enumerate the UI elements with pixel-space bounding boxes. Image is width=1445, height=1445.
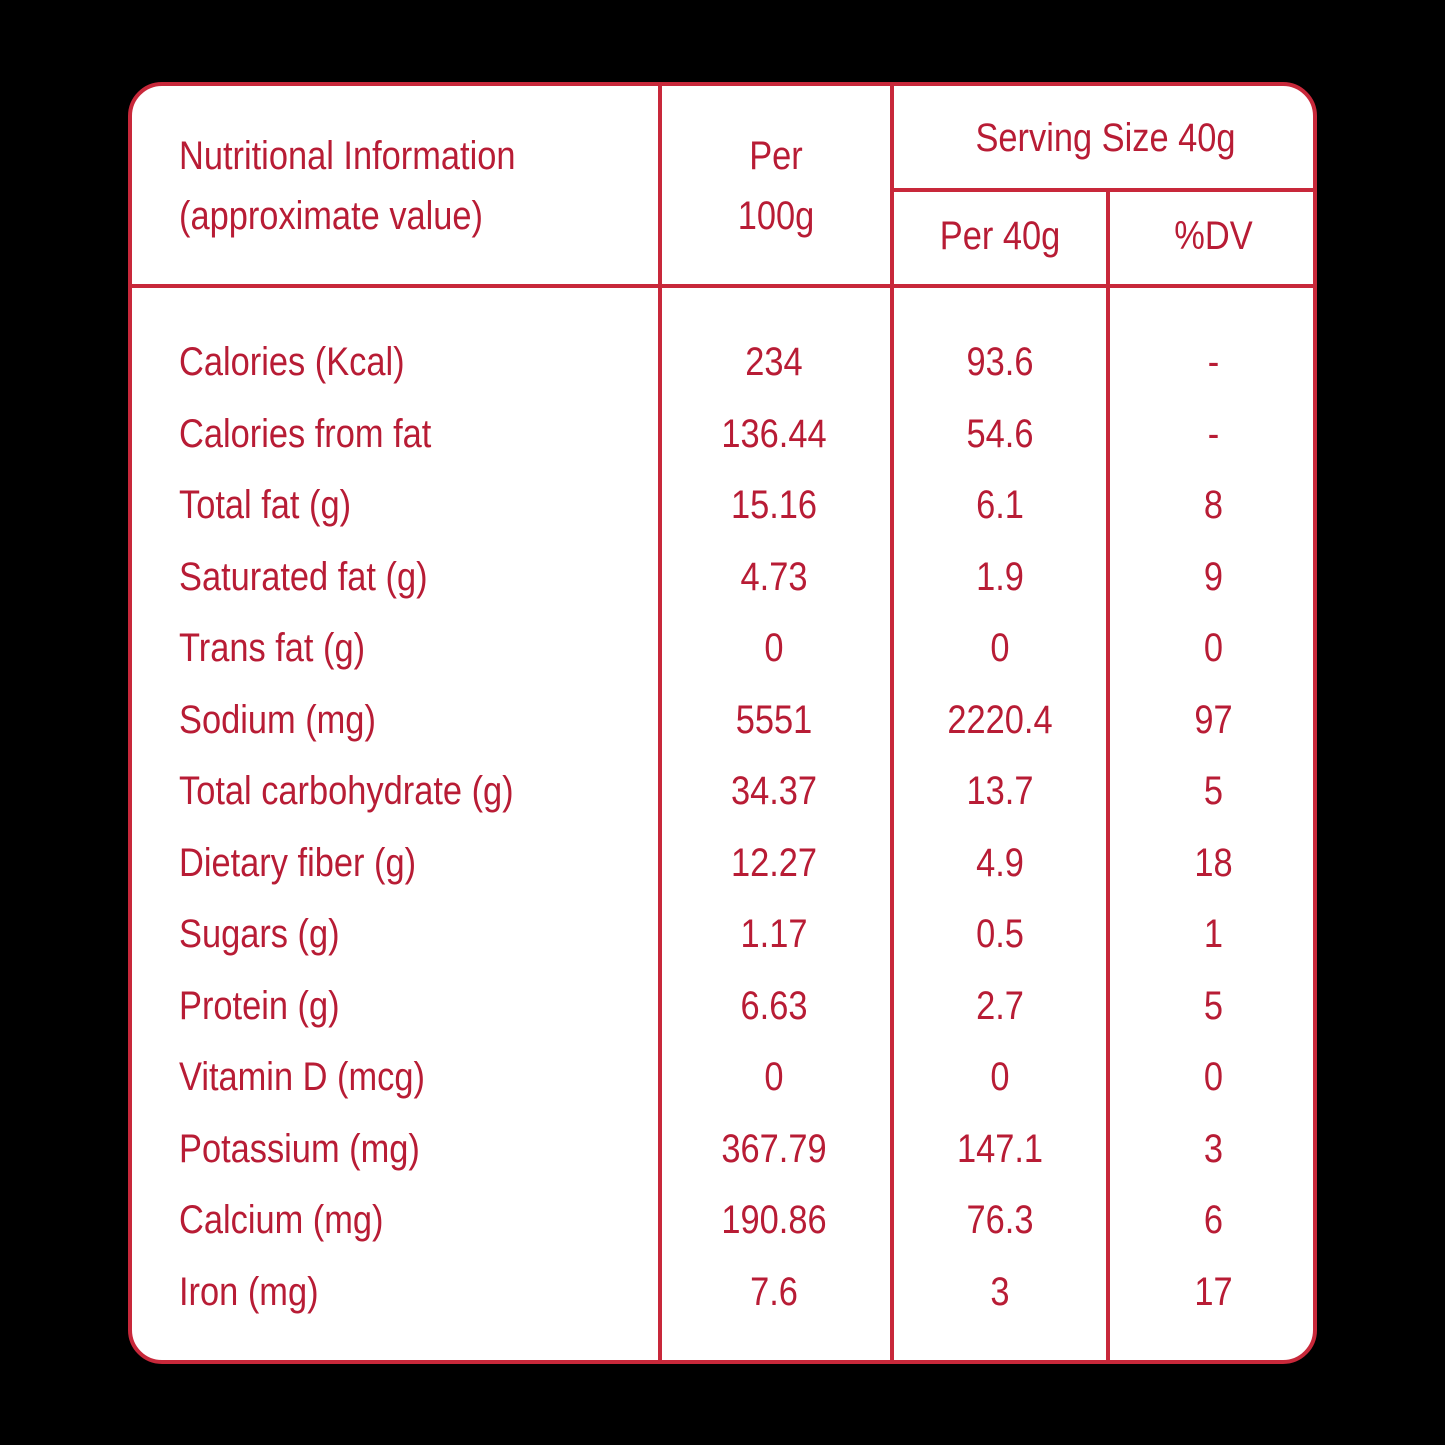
nutrient-name: Iron (mg) — [179, 1269, 319, 1314]
header-dv: %DV — [1174, 214, 1253, 258]
value-per-100g: 0 — [764, 1055, 784, 1099]
value-per-100g: 1.17 — [740, 912, 808, 956]
value-dv: 0 — [1203, 1055, 1224, 1099]
value-dv: 17 — [1194, 1269, 1233, 1314]
value-per-100g: 6.63 — [740, 983, 808, 1028]
table-row: Trans fat (g) 0 0 0 — [132, 613, 1313, 684]
table-row: Saturated fat (g) 4.73 1.9 9 — [132, 542, 1313, 613]
value-dv: 8 — [1203, 483, 1224, 527]
nutrient-name: Sugars (g) — [179, 912, 340, 956]
nutrient-name: Vitamin D (mcg) — [179, 1055, 425, 1099]
nutrient-name: Calcium (mg) — [179, 1198, 384, 1242]
value-per-100g: 234 — [745, 340, 803, 384]
value-dv: 9 — [1203, 554, 1224, 599]
nutrition-table: Nutritional Information (approximate val… — [128, 82, 1317, 1364]
table-row: Sugars (g) 1.17 0.5 1 — [132, 899, 1313, 970]
table-row: Calories from fat 136.44 54.6 - — [132, 399, 1313, 470]
nutrient-name: Protein (g) — [179, 983, 340, 1028]
divider-col-2 — [890, 86, 894, 1360]
value-dv: 97 — [1194, 697, 1233, 742]
nutrient-name: Calories from fat — [179, 411, 432, 456]
table-row: Vitamin D (mcg) 0 0 0 — [132, 1042, 1313, 1113]
value-per-100g: 4.73 — [740, 554, 808, 599]
header-per40: Per 40g — [939, 214, 1061, 258]
table-row: Total fat (g) 15.16 6.1 8 — [132, 470, 1313, 541]
divider-col-1 — [658, 86, 662, 1360]
divider-header — [132, 284, 1313, 288]
table-row: Dietary fiber (g) 12.27 4.9 18 — [132, 828, 1313, 899]
value-per-40g: 1.9 — [976, 554, 1024, 599]
nutrient-name: Sodium (mg) — [179, 697, 376, 742]
table-row: Protein (g) 6.63 2.7 5 — [132, 971, 1313, 1042]
value-dv: 1 — [1203, 912, 1224, 956]
nutrient-name: Trans fat (g) — [179, 626, 366, 670]
value-per-100g: 5551 — [735, 697, 813, 742]
nutrient-name: Saturated fat (g) — [179, 554, 428, 599]
nutrient-name: Calories (Kcal) — [179, 340, 405, 384]
value-dv: 0 — [1203, 626, 1224, 670]
value-dv: - — [1207, 340, 1220, 384]
nutrient-name: Total fat (g) — [179, 483, 352, 527]
nutrient-name: Potassium (mg) — [179, 1126, 420, 1171]
value-per-40g: 13.7 — [966, 769, 1034, 813]
value-per-40g: 2220.4 — [947, 697, 1053, 742]
value-per-40g: 54.6 — [966, 411, 1034, 456]
header-serving-size: Serving Size 40g — [975, 116, 1236, 160]
value-per-40g: 76.3 — [966, 1198, 1034, 1242]
nutrient-name: Total carbohydrate (g) — [179, 769, 514, 813]
value-per-40g: 0.5 — [976, 912, 1024, 956]
table-row: Calcium (mg) 190.86 76.3 6 — [132, 1185, 1313, 1256]
value-per-40g: 2.7 — [976, 983, 1024, 1028]
divider-col-3 — [1106, 192, 1110, 1360]
table-row: Calories (Kcal) 234 93.6 - — [132, 327, 1313, 398]
divider-serving-size — [890, 188, 1313, 192]
value-per-40g: 3 — [990, 1269, 1010, 1314]
value-per-40g: 4.9 — [976, 840, 1024, 885]
header-title-line1: Nutritional Information — [179, 134, 516, 178]
value-per-40g: 147.1 — [956, 1126, 1044, 1171]
value-per-100g: 34.37 — [730, 769, 818, 813]
header-per100-line1: Per — [749, 134, 803, 178]
table-row: Potassium (mg) 367.79 147.1 3 — [132, 1114, 1313, 1185]
value-dv: 18 — [1194, 840, 1233, 885]
value-per-100g: 7.6 — [750, 1269, 798, 1314]
value-dv: 6 — [1203, 1198, 1224, 1242]
table-row: Total carbohydrate (g) 34.37 13.7 5 — [132, 756, 1313, 827]
value-dv: 5 — [1203, 983, 1224, 1028]
value-per-100g: 15.16 — [730, 483, 818, 527]
header-per100-line2: 100g — [737, 194, 815, 238]
value-dv: - — [1207, 411, 1220, 456]
table-row: Iron (mg) 7.6 3 17 — [132, 1257, 1313, 1328]
value-per-100g: 367.79 — [721, 1126, 827, 1171]
value-per-100g: 190.86 — [721, 1198, 827, 1242]
value-dv: 5 — [1203, 769, 1224, 813]
value-per-100g: 0 — [764, 626, 784, 670]
nutrient-name: Dietary fiber (g) — [179, 840, 417, 885]
value-dv: 3 — [1203, 1126, 1224, 1171]
value-per-40g: 93.6 — [966, 340, 1034, 384]
value-per-40g: 6.1 — [976, 483, 1024, 527]
header-title-line2: (approximate value) — [179, 194, 484, 238]
value-per-40g: 0 — [990, 626, 1010, 670]
value-per-100g: 12.27 — [730, 840, 818, 885]
value-per-100g: 136.44 — [721, 411, 827, 456]
value-per-40g: 0 — [990, 1055, 1010, 1099]
table-row: Sodium (mg) 5551 2220.4 97 — [132, 685, 1313, 756]
